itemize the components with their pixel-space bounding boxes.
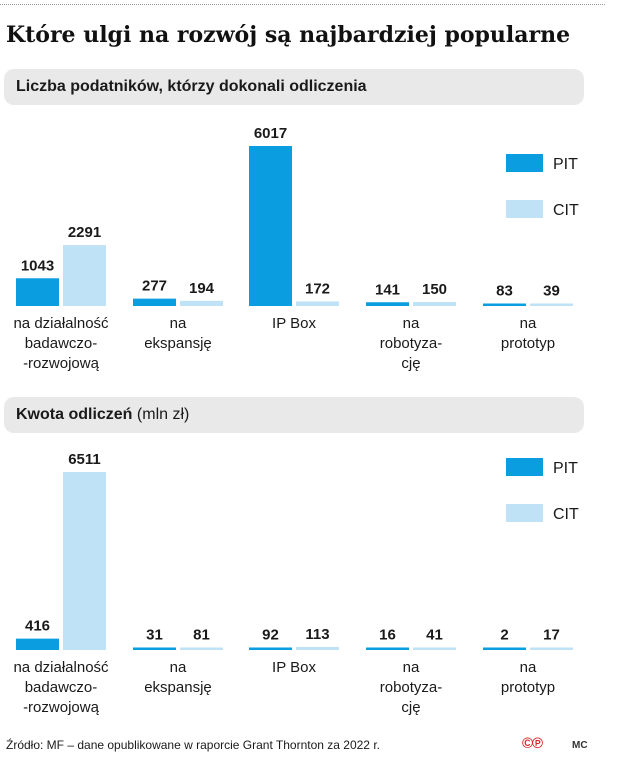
bar-cit [180, 300, 223, 306]
category-label: na [170, 659, 187, 676]
category-label: robotyza- [380, 335, 443, 352]
data-label: 2 [500, 627, 508, 644]
data-label: 6017 [254, 125, 287, 142]
bar-cit [530, 303, 573, 306]
legend-label-cit: CIT [553, 506, 579, 523]
bar-pit [366, 302, 409, 306]
data-label: 92 [262, 626, 279, 643]
legend-swatch-cit [506, 504, 543, 522]
bar-pit [16, 638, 59, 650]
source-note: Źródło: MF – dane opublikowane w raporci… [6, 738, 380, 752]
data-label: 39 [543, 283, 560, 300]
data-label: 416 [25, 618, 50, 635]
data-label: 31 [146, 627, 163, 644]
bar-chart-amount: 416 6511 na działalność badawczo- -rozwojową… [13, 451, 579, 716]
category-label: na działalność [13, 659, 109, 676]
bar-cit [296, 646, 339, 650]
legend-label-pit: PIT [553, 460, 578, 477]
category-label: -rozwojową [23, 699, 100, 716]
category-label: na [170, 315, 187, 332]
bar-pit [249, 647, 292, 650]
data-label: 2291 [68, 224, 101, 241]
legend-swatch-pit [506, 154, 543, 172]
bar-cit [63, 472, 106, 650]
section-header-count: Liczba podatników, którzy dokonali odlic… [4, 69, 584, 105]
data-label: 16 [379, 627, 396, 644]
category-label: na [520, 659, 537, 676]
data-label: 172 [305, 280, 330, 297]
category-label: na [403, 315, 420, 332]
bar-cit [413, 647, 456, 650]
category-label: ekspansję [144, 335, 212, 352]
author-initials: MC [572, 740, 588, 751]
data-label: 6511 [68, 451, 101, 468]
data-label: 113 [305, 626, 329, 643]
category-label: cję [401, 699, 420, 716]
data-label: 150 [422, 281, 447, 298]
data-label: 141 [375, 281, 400, 298]
category-label: na [520, 315, 537, 332]
bar-pit [483, 647, 526, 650]
bar-pit [366, 647, 409, 650]
legend-swatch-cit [506, 200, 543, 218]
data-label: 17 [543, 627, 560, 644]
data-label: 81 [193, 627, 210, 644]
bar-cit [63, 245, 106, 306]
bar-cit [530, 647, 573, 650]
data-label: 194 [189, 280, 215, 297]
bar-cit [180, 647, 223, 650]
category-label: cję [401, 355, 420, 372]
section-header-amount: Kwota odliczeń (mln zł) [4, 397, 584, 433]
category-label: ekspansję [144, 679, 212, 696]
bar-cit [413, 302, 456, 306]
section-title-count: Liczba podatników, którzy dokonali odlic… [16, 78, 367, 95]
category-label: na działalność [13, 315, 109, 332]
bar-pit [133, 298, 176, 306]
category-label: na [403, 659, 420, 676]
bar-cit [296, 301, 339, 306]
legend-label-pit: PIT [553, 156, 578, 173]
legend-swatch-pit [506, 458, 543, 476]
category-label: badawczo- [25, 679, 98, 696]
category-label: prototyp [501, 679, 555, 696]
bar-pit [133, 647, 176, 650]
publisher-logo: ©℗ [522, 735, 543, 752]
chart-title: Które ulgi na rozwój są najbardziej popu… [6, 22, 571, 48]
data-label: 41 [426, 627, 443, 644]
legend-label-cit: CIT [553, 202, 579, 219]
top-rule [0, 4, 605, 5]
category-label: badawczo- [25, 335, 98, 352]
data-label: 83 [496, 283, 513, 300]
bar-chart-taxpayers: 1043 2291 na działalność badawczo- -rozwojow… [13, 125, 579, 372]
data-label: 1043 [21, 257, 54, 274]
category-label: robotyza- [380, 679, 443, 696]
category-label: prototyp [501, 335, 555, 352]
category-label: -rozwojową [23, 355, 100, 372]
bar-pit [249, 146, 292, 306]
section-title-amount: Kwota odliczeń (mln zł) [16, 406, 190, 423]
bar-pit [16, 278, 59, 306]
bar-pit [483, 303, 526, 306]
unit-label: (mln zł) [136, 406, 190, 423]
category-label: IP Box [272, 659, 316, 676]
category-label: IP Box [272, 315, 316, 332]
data-label: 277 [142, 278, 167, 295]
